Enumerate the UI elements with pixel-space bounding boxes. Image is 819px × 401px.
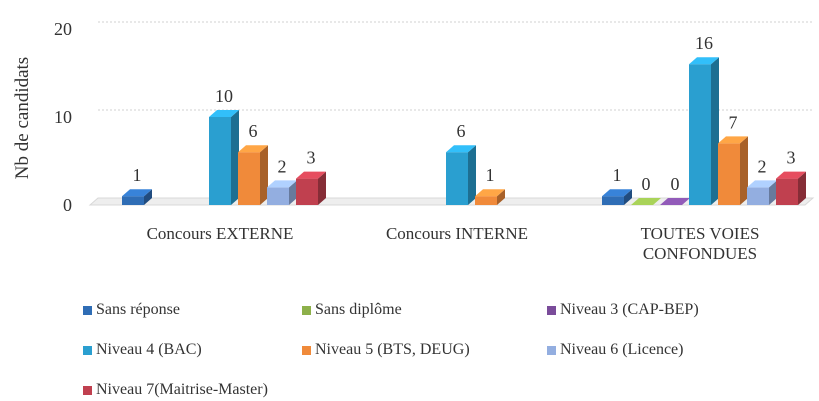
bar-top — [631, 198, 661, 205]
bar-top — [446, 145, 476, 153]
bar-top — [660, 198, 690, 205]
bar — [209, 110, 239, 205]
data-label: 1 — [133, 165, 142, 185]
bar-side — [711, 57, 719, 206]
data-label: 16 — [695, 33, 713, 53]
legend-swatch — [83, 305, 92, 315]
bar — [296, 171, 326, 205]
legend-label: Niveau 4 (BAC) — [96, 341, 202, 358]
bar — [660, 198, 690, 205]
bar-top — [122, 189, 152, 197]
legend-label: Niveau 3 (CAP-BEP) — [560, 301, 699, 318]
bar-side — [798, 171, 806, 205]
legend-item: Niveau 6 (Licence) — [547, 341, 683, 359]
bar-side — [318, 171, 326, 205]
bar-top — [718, 136, 748, 144]
legend-swatch — [83, 345, 92, 355]
bar-front — [446, 152, 468, 205]
bar-top — [296, 171, 326, 179]
x-tick-label: Concours EXTERNE — [146, 224, 294, 243]
bar-top — [602, 189, 632, 197]
legend-item: Sans réponse — [83, 301, 180, 319]
bar-front — [267, 187, 289, 205]
bar-top — [776, 171, 806, 179]
bar-front — [776, 178, 798, 205]
legend-item: Niveau 3 (CAP-BEP) — [547, 301, 699, 319]
bar — [446, 145, 476, 205]
bar — [238, 145, 268, 205]
bar-front — [747, 187, 769, 205]
bar-top — [689, 57, 719, 65]
data-label: 0 — [671, 174, 680, 194]
y-tick-label: 10 — [54, 107, 72, 127]
legend-label: Niveau 6 (Licence) — [560, 341, 684, 358]
data-label: 6 — [457, 121, 466, 141]
data-label: 2 — [758, 156, 767, 176]
bar-front — [122, 196, 144, 205]
bar-top — [747, 180, 777, 188]
bar-side — [468, 145, 476, 205]
bar — [776, 171, 806, 205]
bar-side — [260, 145, 268, 205]
bar-side — [144, 189, 152, 205]
legend-item: Niveau 4 (BAC) — [83, 341, 202, 359]
y-axis-label: Nb de candidats — [12, 57, 33, 179]
bar-side — [740, 136, 748, 205]
bar-front — [689, 64, 711, 205]
data-label: 1 — [486, 165, 495, 185]
legend-label: Niveau 7(Maitrise-Master) — [96, 381, 268, 398]
legend-swatch — [83, 385, 92, 395]
bar-top — [475, 189, 505, 197]
data-label: 0 — [642, 174, 651, 194]
bar-top — [209, 110, 239, 117]
legend-label: Niveau 5 (BTS, DEUG) — [315, 341, 470, 358]
bar-side — [289, 180, 297, 205]
bar-side — [231, 110, 239, 205]
bar-side — [769, 180, 777, 205]
bar — [475, 189, 505, 205]
legend-swatch — [302, 305, 311, 315]
bar — [718, 136, 748, 205]
legend-label: Sans réponse — [96, 301, 180, 318]
y-tick-label: 0 — [63, 195, 72, 215]
legend-item: Niveau 7(Maitrise-Master) — [83, 381, 268, 399]
x-tick-label: TOUTES VOIES CONFONDUES — [640, 224, 760, 263]
bar-side — [497, 189, 505, 205]
bar-side — [624, 189, 632, 205]
bar — [631, 198, 661, 205]
legend-label: Sans diplôme — [315, 301, 402, 318]
bar-top — [267, 180, 297, 188]
legend-item: Niveau 5 (BTS, DEUG) — [302, 341, 470, 359]
data-label: 3 — [307, 148, 316, 168]
bar-front — [475, 196, 497, 205]
x-tick-label: Concours INTERNE — [385, 224, 529, 243]
bar — [267, 180, 297, 205]
data-label: 6 — [249, 121, 258, 141]
data-label: 7 — [729, 112, 738, 132]
legend-swatch — [302, 345, 311, 355]
data-label: 1 — [613, 165, 622, 185]
data-label: 2 — [278, 156, 287, 176]
bar-front — [718, 143, 740, 205]
bar-top — [238, 145, 268, 153]
bar — [602, 189, 632, 205]
bar-front — [209, 117, 231, 205]
y-tick-label: 20 — [54, 19, 72, 39]
bar-front — [602, 196, 624, 205]
bar-front — [238, 152, 260, 205]
data-label: 3 — [787, 148, 796, 168]
bar — [747, 180, 777, 205]
legend-item: Sans diplôme — [302, 301, 402, 319]
bar-front — [296, 178, 318, 205]
bar — [122, 189, 152, 205]
data-label: 10 — [215, 86, 233, 106]
legend-swatch — [547, 305, 556, 315]
bar — [689, 57, 719, 206]
legend-swatch — [547, 345, 556, 355]
